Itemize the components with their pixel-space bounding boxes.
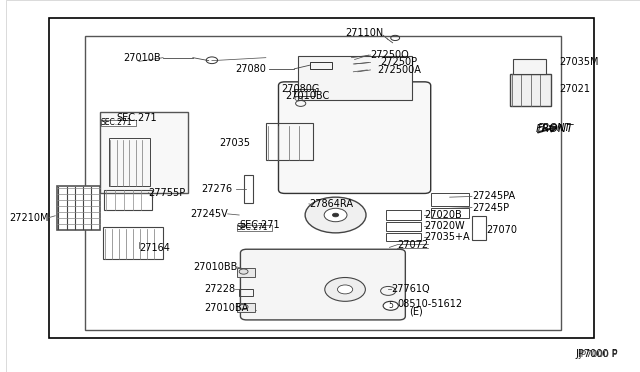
Text: 27035: 27035	[219, 138, 250, 148]
Text: 27864RA: 27864RA	[309, 199, 353, 209]
Text: 27020B: 27020B	[424, 210, 462, 220]
Circle shape	[324, 208, 347, 222]
Text: JP7000 P: JP7000 P	[575, 349, 618, 359]
Circle shape	[337, 285, 353, 294]
Bar	[100, 112, 188, 193]
Circle shape	[239, 269, 248, 274]
Circle shape	[324, 278, 365, 301]
Bar	[431, 208, 468, 218]
Bar	[85, 36, 561, 330]
Text: 27020W: 27020W	[424, 221, 465, 231]
Bar	[239, 289, 253, 296]
Text: 27755P: 27755P	[148, 188, 186, 198]
Text: 27010BB: 27010BB	[193, 262, 237, 272]
Text: 27250O: 27250O	[371, 50, 409, 60]
Circle shape	[383, 301, 398, 310]
Bar	[104, 190, 152, 210]
Bar	[387, 233, 421, 241]
Text: FRONT: FRONT	[535, 125, 573, 134]
Text: 27245PA: 27245PA	[472, 192, 515, 201]
Circle shape	[305, 197, 366, 233]
Bar	[109, 138, 150, 186]
Text: 27070: 27070	[486, 225, 518, 235]
FancyBboxPatch shape	[241, 249, 405, 320]
Text: 27072: 27072	[397, 240, 428, 250]
Text: SEC.271: SEC.271	[100, 118, 132, 127]
Bar	[387, 210, 421, 220]
Circle shape	[239, 304, 248, 310]
Bar	[513, 59, 546, 74]
Bar	[472, 216, 486, 240]
Text: JP7000 P: JP7000 P	[579, 350, 618, 359]
Bar	[56, 186, 100, 230]
Text: 27010BA: 27010BA	[204, 303, 248, 313]
FancyBboxPatch shape	[278, 82, 431, 193]
Text: 27164: 27164	[139, 244, 170, 253]
Text: 27110N: 27110N	[345, 28, 383, 38]
Text: 27035+A: 27035+A	[424, 232, 470, 242]
Text: 27080: 27080	[235, 64, 266, 74]
Text: 27010BC: 27010BC	[285, 91, 329, 101]
Bar	[387, 222, 421, 231]
Bar	[237, 225, 272, 231]
Text: 27035M: 27035M	[559, 58, 598, 67]
Bar	[310, 62, 332, 69]
Bar	[510, 74, 551, 106]
Text: 27250P: 27250P	[381, 58, 418, 67]
Text: 27245V: 27245V	[190, 209, 228, 219]
Text: 27210M: 27210M	[10, 213, 49, 222]
Text: SEC.271: SEC.271	[237, 223, 268, 232]
Text: (E): (E)	[409, 307, 423, 317]
Text: 5: 5	[388, 301, 393, 310]
Bar	[237, 268, 255, 277]
Circle shape	[332, 213, 339, 217]
Text: FRONT: FRONT	[537, 123, 570, 132]
Text: 08510-51612: 08510-51612	[397, 299, 463, 309]
Text: 27245P: 27245P	[472, 203, 509, 212]
Text: 27080G: 27080G	[282, 84, 320, 93]
Bar	[101, 120, 136, 126]
Bar	[266, 123, 314, 160]
Bar	[237, 303, 255, 312]
Bar	[294, 89, 315, 96]
Bar	[49, 18, 595, 338]
Bar	[431, 193, 468, 206]
Text: 27228: 27228	[204, 285, 236, 294]
Text: 27010B: 27010B	[124, 53, 161, 62]
Text: 27276: 27276	[202, 184, 233, 194]
Bar	[244, 175, 253, 203]
Text: 27021: 27021	[559, 84, 590, 93]
Text: SEC.271: SEC.271	[239, 220, 280, 230]
Bar	[103, 227, 163, 259]
Text: SEC.271: SEC.271	[116, 113, 157, 123]
Text: 27761Q: 27761Q	[392, 285, 430, 294]
Bar	[298, 56, 412, 100]
Text: 272500A: 272500A	[377, 65, 420, 75]
